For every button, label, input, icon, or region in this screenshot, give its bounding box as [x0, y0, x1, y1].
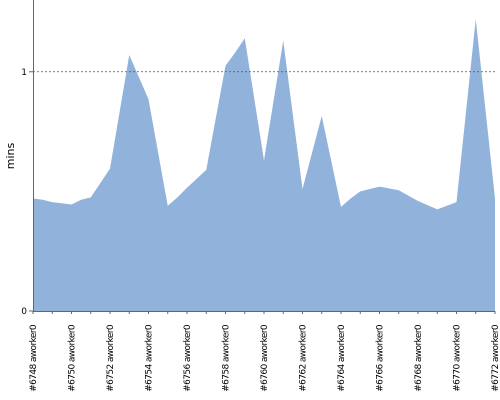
y-tick-label: 1 — [21, 68, 27, 78]
x-tick-label: #6770 aworker0 — [453, 324, 463, 392]
plot-area — [33, 19, 495, 311]
x-tick-label: #6754 aworker0 — [145, 324, 155, 392]
x-tick-label: #6750 aworker0 — [68, 324, 78, 392]
x-tick-label: #6756 aworker0 — [183, 324, 193, 392]
x-tick-label: #6768 aworker0 — [414, 324, 424, 392]
x-tick-label: #6760 aworker0 — [260, 324, 270, 392]
x-tick-label: #6752 aworker0 — [106, 324, 116, 392]
x-tick-label: #6772 aworker0 — [491, 324, 500, 392]
y-axis: 01 — [21, 0, 34, 317]
x-tick-label: #6764 aworker0 — [337, 324, 347, 392]
x-tick-label: #6766 aworker0 — [376, 324, 386, 392]
x-tick-label: #6762 aworker0 — [299, 324, 309, 392]
y-tick-label: 0 — [21, 307, 27, 317]
x-tick-label: #6748 aworker0 — [29, 324, 39, 392]
y-axis-label: mins — [4, 142, 17, 169]
series-area — [33, 19, 495, 311]
x-tick-label: #6758 aworker0 — [222, 324, 232, 392]
x-axis: #6748 aworker0 #6750 aworker0 #6752 aworke… — [29, 311, 500, 392]
